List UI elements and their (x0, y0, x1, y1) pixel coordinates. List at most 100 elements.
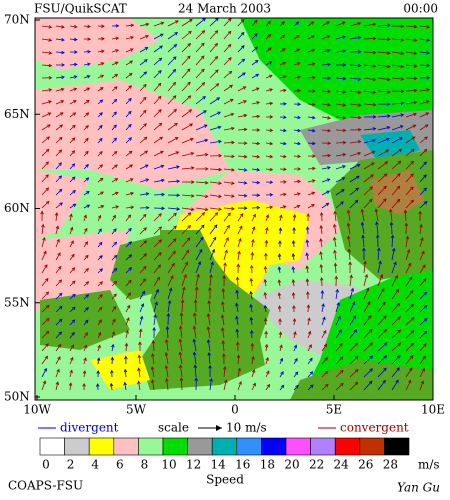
wind-arrow (97, 307, 103, 313)
wind-arrow (125, 214, 131, 222)
wind-arrow (279, 34, 285, 40)
wind-arrow (125, 150, 133, 157)
wind-arrow-head (269, 193, 274, 197)
wind-arrow-head (423, 318, 428, 322)
wind-arrow (69, 357, 74, 365)
wind-arrow (69, 112, 76, 118)
wind-arrow-head (167, 300, 172, 304)
wind-arrow (139, 84, 147, 92)
wind-arrow-head (253, 19, 258, 24)
wind-arrow (83, 241, 88, 248)
colorbar-label: 28 (383, 458, 398, 472)
wind-arrow (363, 64, 376, 67)
wind-arrow (306, 266, 309, 274)
wind-arrow (111, 242, 117, 248)
wind-arrow-head (425, 112, 430, 116)
colorbar-label: 26 (358, 458, 373, 472)
wind-arrow-head (361, 234, 365, 239)
wind-arrow-head (211, 248, 216, 253)
wind-arrow (265, 75, 273, 79)
wind-arrow-head (312, 102, 316, 107)
wind-arrow (55, 356, 61, 365)
wind-arrow (69, 76, 77, 79)
wind-arrow (166, 378, 169, 391)
wind-arrow-head (137, 367, 141, 372)
colorbar-swatch (64, 437, 90, 456)
wind-arrow (321, 317, 326, 326)
wind-arrow (363, 342, 373, 352)
wind-arrow (167, 95, 177, 105)
wind-arrow-head (128, 137, 132, 141)
wind-arrow (181, 138, 194, 144)
wind-arrow-head (190, 207, 195, 212)
wind-arrow-head (145, 205, 150, 210)
wind-arrow (237, 381, 242, 391)
wind-arrow (349, 64, 361, 67)
wind-arrow-head (72, 189, 76, 194)
wind-arrow (195, 249, 203, 261)
wind-arrow-head (269, 180, 274, 185)
wind-arrow (97, 281, 103, 287)
wind-arrow-head (269, 115, 274, 119)
wind-arrow (307, 180, 315, 183)
wind-arrow (405, 124, 416, 131)
wind-arrow (69, 306, 76, 313)
wind-arrow (181, 19, 193, 27)
wind-arrow-head (48, 100, 52, 104)
wind-arrow (391, 114, 404, 118)
wind-arrow (139, 59, 148, 66)
wind-arrow (279, 371, 284, 378)
wind-arrow-head (214, 56, 219, 60)
wind-arrow-head (228, 70, 233, 75)
wind-arrow-head (59, 124, 64, 128)
wind-arrow (419, 51, 430, 54)
wind-arrow (97, 332, 102, 339)
wind-arrow-head (282, 205, 287, 209)
wind-arrow-head (206, 313, 211, 317)
wind-arrow-head (85, 268, 89, 272)
wind-arrow-head (83, 357, 87, 362)
wind-arrow (55, 369, 60, 378)
wind-arrow-head (243, 168, 248, 172)
wind-arrow (41, 25, 52, 28)
wind-arrow-head (172, 95, 177, 99)
wind-arrow (69, 370, 73, 378)
wind-arrow-head (144, 150, 149, 154)
wind-arrow (41, 356, 48, 365)
wind-arrow (97, 215, 101, 222)
wind-arrow (377, 342, 388, 352)
wind-arrow-head (85, 294, 90, 298)
wind-vectors (40, 18, 431, 391)
wind-arrow (167, 251, 176, 261)
wind-arrow (307, 77, 316, 79)
wind-arrow-head (208, 286, 212, 291)
wind-arrow (419, 149, 427, 157)
wind-arrow-head (60, 100, 65, 104)
wind-arrow (335, 343, 343, 352)
wind-arrow-head (101, 37, 105, 41)
wind-arrow (293, 155, 301, 157)
wind-arrow-head (216, 97, 221, 101)
wind-arrow (97, 191, 104, 196)
wind-arrow-head (46, 136, 51, 140)
wind-arrow (391, 355, 401, 365)
wind-arrow (250, 304, 253, 313)
wind-arrow (377, 77, 390, 81)
wind-arrow (405, 90, 417, 92)
wind-arrow-head (333, 249, 337, 254)
wind-arrow-head (297, 167, 302, 171)
wind-arrow (223, 250, 228, 261)
wind-arrow (419, 343, 427, 352)
wind-arrow-head (200, 236, 204, 241)
wind-arrow-head (113, 98, 118, 103)
wind-arrow (97, 345, 101, 352)
wind-arrow-head (291, 253, 296, 257)
wind-arrow (419, 201, 428, 209)
wind-arrow-head (312, 141, 316, 146)
wind-arrow (306, 253, 309, 261)
wind-arrow-head (142, 109, 147, 114)
wind-arrow (165, 365, 169, 378)
wind-arrow (41, 161, 49, 170)
wind-arrow-head (203, 124, 208, 128)
wind-arrow-head (143, 136, 148, 141)
